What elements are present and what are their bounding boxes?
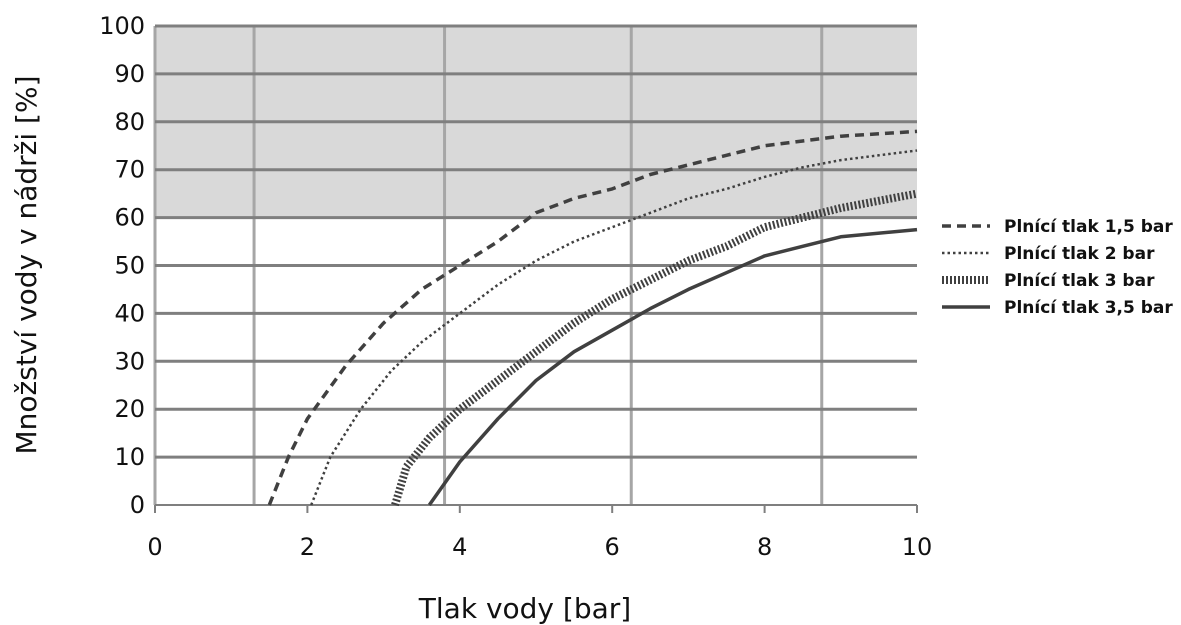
x-tick-label-10: 10	[902, 533, 933, 561]
y-tick-label-20: 20	[114, 395, 145, 423]
y-tick-label-40: 40	[114, 299, 145, 327]
legend-label-3: Plnící tlak 3 bar	[1004, 271, 1155, 291]
legend-label-4: Plnící tlak 3,5 bar	[1004, 298, 1173, 318]
series-layer	[267, 129, 918, 507]
y-tick-label-60: 60	[114, 204, 145, 232]
x-tick-label-0: 0	[147, 533, 162, 561]
x-tick-label-2: 2	[300, 533, 315, 561]
y-tick-label-70: 70	[114, 156, 145, 184]
x-tick-label-6: 6	[605, 533, 620, 561]
y-tick-label-50: 50	[114, 252, 145, 280]
ticks-layer: 0 10 20 30 40 50 60 70 80 90 100 0 2 4 6 8 10	[99, 12, 932, 561]
x-tick-label-4: 4	[452, 533, 467, 561]
x-axis-title: Tlak vody [bar]	[418, 592, 631, 625]
legend-label-1: Plnící tlak 1,5 bar	[1004, 217, 1173, 237]
y-tick-label-80: 80	[114, 108, 145, 136]
series-line-1	[267, 129, 918, 506]
y-tick-label-90: 90	[114, 60, 145, 88]
y-tick-label-0: 0	[130, 491, 145, 519]
series-line-4	[427, 227, 918, 507]
legend-label-2: Plnící tlak 2 bar	[1004, 244, 1155, 264]
series-line-3	[391, 189, 918, 507]
y-tick-label-30: 30	[114, 347, 145, 375]
plot-area	[153, 24, 918, 513]
y-tick-label-100: 100	[99, 12, 145, 40]
legend: Plnící tlak 1,5 bar Plnící tlak 2 bar Plní…	[942, 217, 1173, 318]
series-line-2	[310, 149, 918, 506]
x-tick-label-8: 8	[757, 533, 772, 561]
y-axis-title: Množství vody v nádrži [%]	[10, 76, 43, 455]
y-tick-label-10: 10	[114, 443, 145, 471]
